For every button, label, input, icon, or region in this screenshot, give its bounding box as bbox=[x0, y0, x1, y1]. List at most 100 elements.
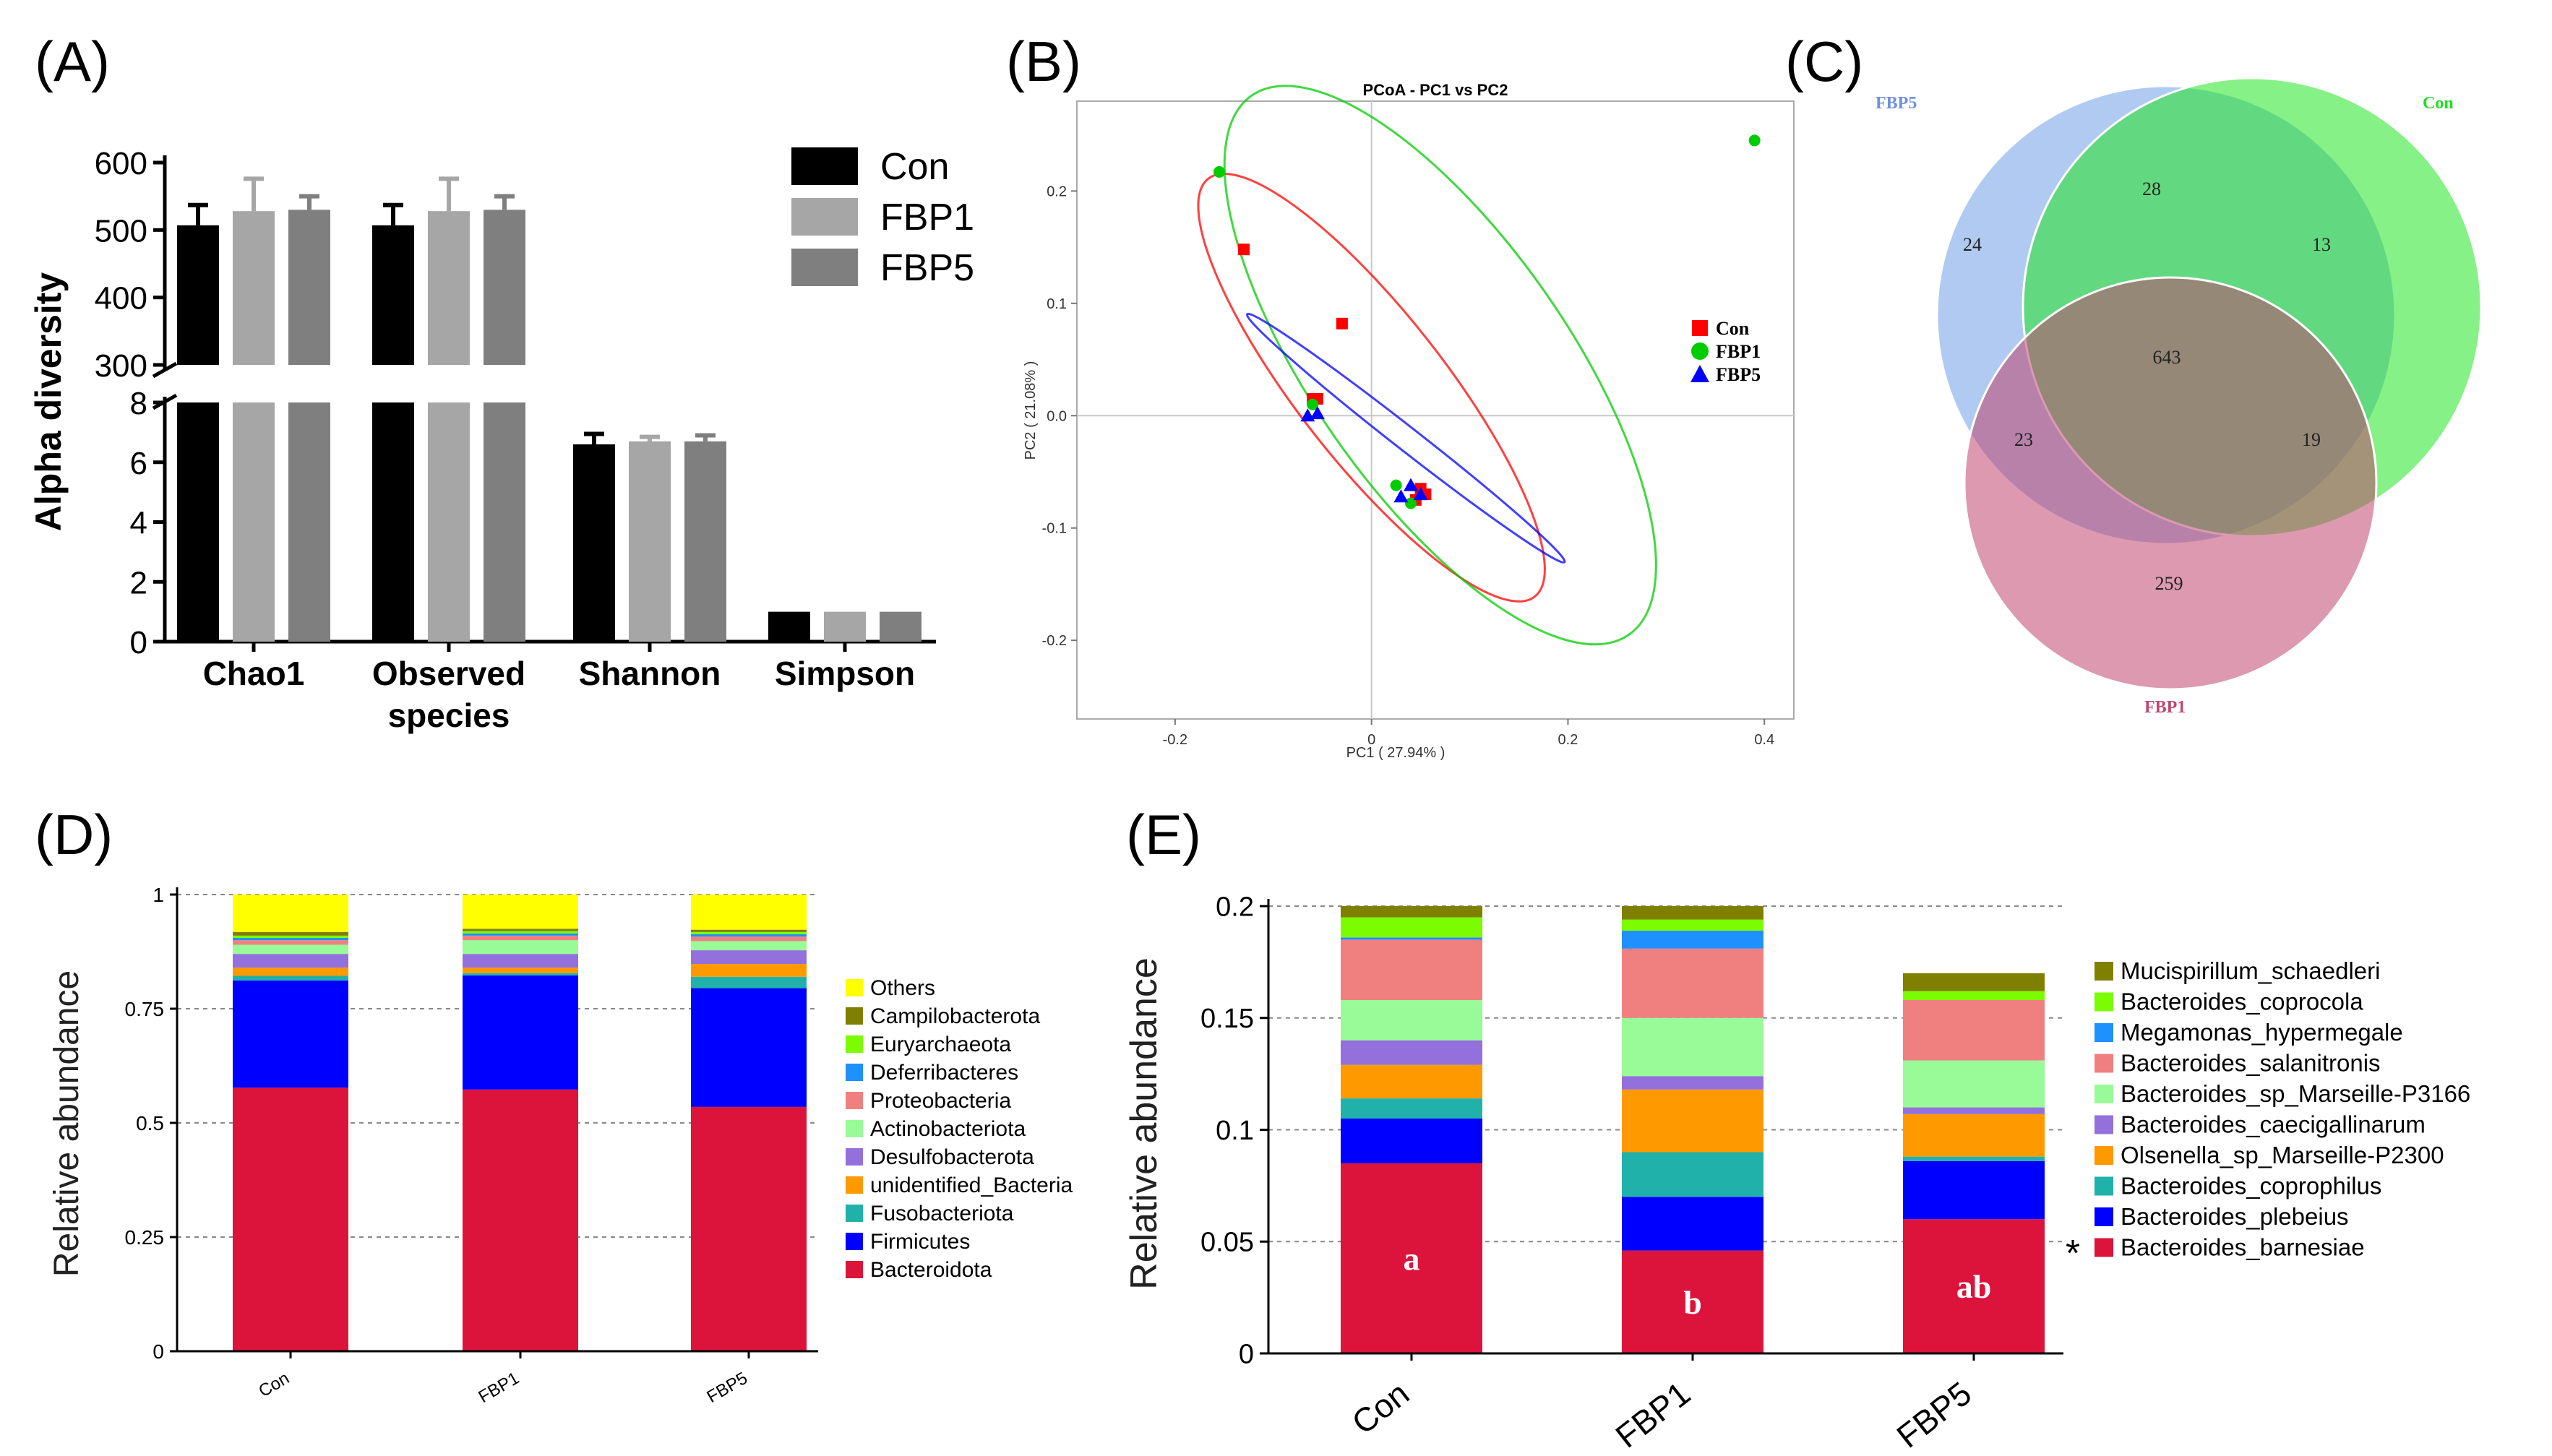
y-tick-label: 0.2 bbox=[1047, 184, 1067, 199]
significance-letter: b bbox=[1683, 1284, 1702, 1321]
chart-title: PCoA - PC1 vs PC2 bbox=[1363, 81, 1508, 99]
legend-marker-FBP5 bbox=[1690, 365, 1709, 382]
legend-swatch-Con bbox=[791, 147, 858, 185]
legend-label-FBP1: FBP1 bbox=[1716, 341, 1761, 362]
x-tick-label: Shannon bbox=[579, 655, 721, 692]
point-Con bbox=[1238, 244, 1250, 256]
point-FBP5 bbox=[1404, 478, 1419, 491]
y-tick-label: -0.2 bbox=[1042, 633, 1067, 649]
legend-label-Bacteroides_salanitronis: Bacteroides_salanitronis bbox=[2121, 1050, 2381, 1077]
y-tick-label: 300 bbox=[95, 348, 147, 384]
y-axis-title: PC2 ( 21.08% ) bbox=[1023, 361, 1039, 460]
legend-label-Con: Con bbox=[1716, 318, 1750, 339]
panel-label-d: (D) bbox=[35, 803, 113, 866]
stack-segment-Euryarchaeota bbox=[691, 931, 807, 934]
stack-segment-Olsenella_sp_Marseille-P2300 bbox=[1903, 1113, 2045, 1157]
bar-FBP5-lower bbox=[484, 402, 525, 642]
plot-frame bbox=[1076, 100, 1795, 720]
venn-count-FBP5_Con: 28 bbox=[2142, 178, 2161, 199]
legend-swatch-Campilobacterota bbox=[846, 1007, 863, 1025]
legend-label-Fusobacteriota: Fusobacteriota bbox=[870, 1202, 1014, 1225]
legend-label-Bacteroidota: Bacteroidota bbox=[870, 1258, 992, 1282]
bar-Con-upper bbox=[177, 225, 219, 365]
legend-label-Proteobacteria: Proteobacteria bbox=[870, 1089, 1011, 1113]
legend-label-FBP1: FBP1 bbox=[880, 197, 974, 238]
panel-label-b: (B) bbox=[1006, 30, 1081, 93]
bar-FBP1-lower bbox=[233, 402, 275, 642]
legend-label-Con: Con bbox=[880, 146, 949, 188]
legend-swatch-unidentified_Bacteria bbox=[846, 1176, 863, 1194]
bar-FBP5-lower bbox=[288, 402, 330, 642]
panel-label-a: (A) bbox=[35, 30, 110, 93]
y-tick-label: 0 bbox=[1239, 1339, 1254, 1369]
x-tick-label: Chao1 bbox=[203, 655, 305, 692]
legend-label-Bacteroides_sp_Marseille-P3166: Bacteroides_sp_Marseille-P3166 bbox=[2121, 1080, 2470, 1107]
panel-a-alpha-diversity: Alpha diversity 300 400 500 600 0 2 4 6 8 Chao1 Obs… bbox=[28, 146, 974, 734]
stack-segment-Bacteroides_plebeius bbox=[1622, 1197, 1763, 1251]
y-tick-label: 400 bbox=[95, 281, 147, 316]
panel-label-c: (C) bbox=[1785, 30, 1863, 93]
stack-segment-Bacteroides_coprophilus bbox=[1622, 1152, 1763, 1197]
venn-set-label-FBP5: FBP5 bbox=[1876, 94, 1917, 113]
stack-segment-Proteobacteria bbox=[233, 940, 348, 945]
bar-FBP5 bbox=[684, 441, 726, 642]
stack-segment-unidentified_Bacteria bbox=[233, 968, 348, 976]
legend-swatch-Firmicutes bbox=[846, 1233, 863, 1250]
y-tick-label: 6 bbox=[130, 446, 147, 481]
y-tick-label: 8 bbox=[130, 386, 147, 421]
panel-c-venn: FBP5 Con FBP1 24 13 259 28 23 19 643 bbox=[1876, 77, 2483, 717]
point-FBP1 bbox=[1405, 497, 1417, 509]
stack-segment-Olsenella_sp_Marseille-P2300 bbox=[1622, 1089, 1763, 1153]
x-tick-label: -0.2 bbox=[1163, 732, 1187, 748]
stack-segment-Megamonas_hypermegale bbox=[1341, 937, 1482, 940]
stack-segment-Bacteroides_barnesiae bbox=[1341, 1163, 1482, 1353]
stack-segment-Actinobacteriota bbox=[233, 944, 348, 955]
stack-segment-Bacteroides_caecigallinarum bbox=[1903, 1107, 2045, 1114]
y-tick-label: 0.15 bbox=[1200, 1004, 1254, 1034]
x-tick-label: 0.4 bbox=[1754, 732, 1774, 748]
legend-label-Megamonas_hypermegale: Megamonas_hypermegale bbox=[2121, 1019, 2403, 1046]
stack-segment-Bacteroides_coprocola bbox=[1341, 917, 1482, 938]
bar-FBP5-upper bbox=[484, 210, 525, 365]
legend-label-Others: Others bbox=[870, 976, 935, 1000]
legend-swatch-Actinobacteriota bbox=[846, 1120, 863, 1137]
x-tick-label: FBP1 bbox=[476, 1369, 523, 1407]
legend-swatch-Deferribacteres bbox=[846, 1064, 863, 1081]
stack-segment-unidentified_Bacteria bbox=[463, 968, 578, 973]
x-tick-label: 0 bbox=[1367, 732, 1375, 748]
y-tick-label: 2 bbox=[130, 565, 147, 600]
legend-swatch-Bacteroides_barnesiae bbox=[2095, 1238, 2113, 1257]
stack-segment-Bacteroides_salanitronis bbox=[1903, 999, 2045, 1061]
stack-segment-Mucispirillum_schaedleri bbox=[1622, 906, 1763, 920]
legend-label-Bacteroides_coprophilus: Bacteroides_coprophilus bbox=[2121, 1173, 2381, 1199]
stack-segment-Megamonas_hypermegale bbox=[1622, 931, 1763, 949]
stack-segment-Bacteroides_sp_Marseille-P3166 bbox=[1622, 1017, 1763, 1077]
stack-segment-Fusobacteriota bbox=[691, 976, 807, 988]
stack-segment-Firmicutes bbox=[463, 975, 578, 1090]
stack-segment-Euryarchaeota bbox=[233, 935, 348, 939]
stack-segment-Actinobacteriota bbox=[691, 941, 807, 951]
stack-segment-Deferribacteres bbox=[233, 938, 348, 941]
ellipse-FBP1 bbox=[1223, 85, 1657, 646]
legend-label-FBP5: FBP5 bbox=[880, 247, 974, 289]
point-FBP5 bbox=[1393, 489, 1409, 503]
bar-FBP1-upper bbox=[233, 211, 275, 365]
stack-segment-Bacteroidota bbox=[233, 1087, 348, 1351]
legend-label-Deferribacteres: Deferribacteres bbox=[870, 1061, 1018, 1085]
bar-FBP5 bbox=[880, 611, 921, 642]
y-tick-label: 0.05 bbox=[1200, 1228, 1254, 1258]
x-tick-label: Observed bbox=[372, 655, 525, 692]
legend-label-Bacteroides_plebeius: Bacteroides_plebeius bbox=[2121, 1203, 2349, 1230]
stack-segment-Others bbox=[691, 895, 807, 930]
stack-segment-Bacteroides_salanitronis bbox=[1622, 948, 1763, 1018]
stack-segment-Proteobacteria bbox=[463, 935, 578, 941]
stack-segment-Fusobacteriota bbox=[233, 975, 348, 981]
point-FBP1 bbox=[1307, 398, 1319, 410]
stack-segment-Others bbox=[463, 895, 578, 929]
x-tick-label: Con bbox=[1345, 1374, 1417, 1442]
y-axis-title: Relative abundance bbox=[48, 970, 86, 1277]
legend-label-Firmicutes: Firmicutes bbox=[870, 1230, 970, 1254]
stack-segment-Desulfobacterota bbox=[691, 950, 807, 965]
stack-segment-Bacteroides_coprocola bbox=[1903, 991, 2045, 1000]
legend-swatch-Bacteroidota bbox=[846, 1261, 863, 1278]
